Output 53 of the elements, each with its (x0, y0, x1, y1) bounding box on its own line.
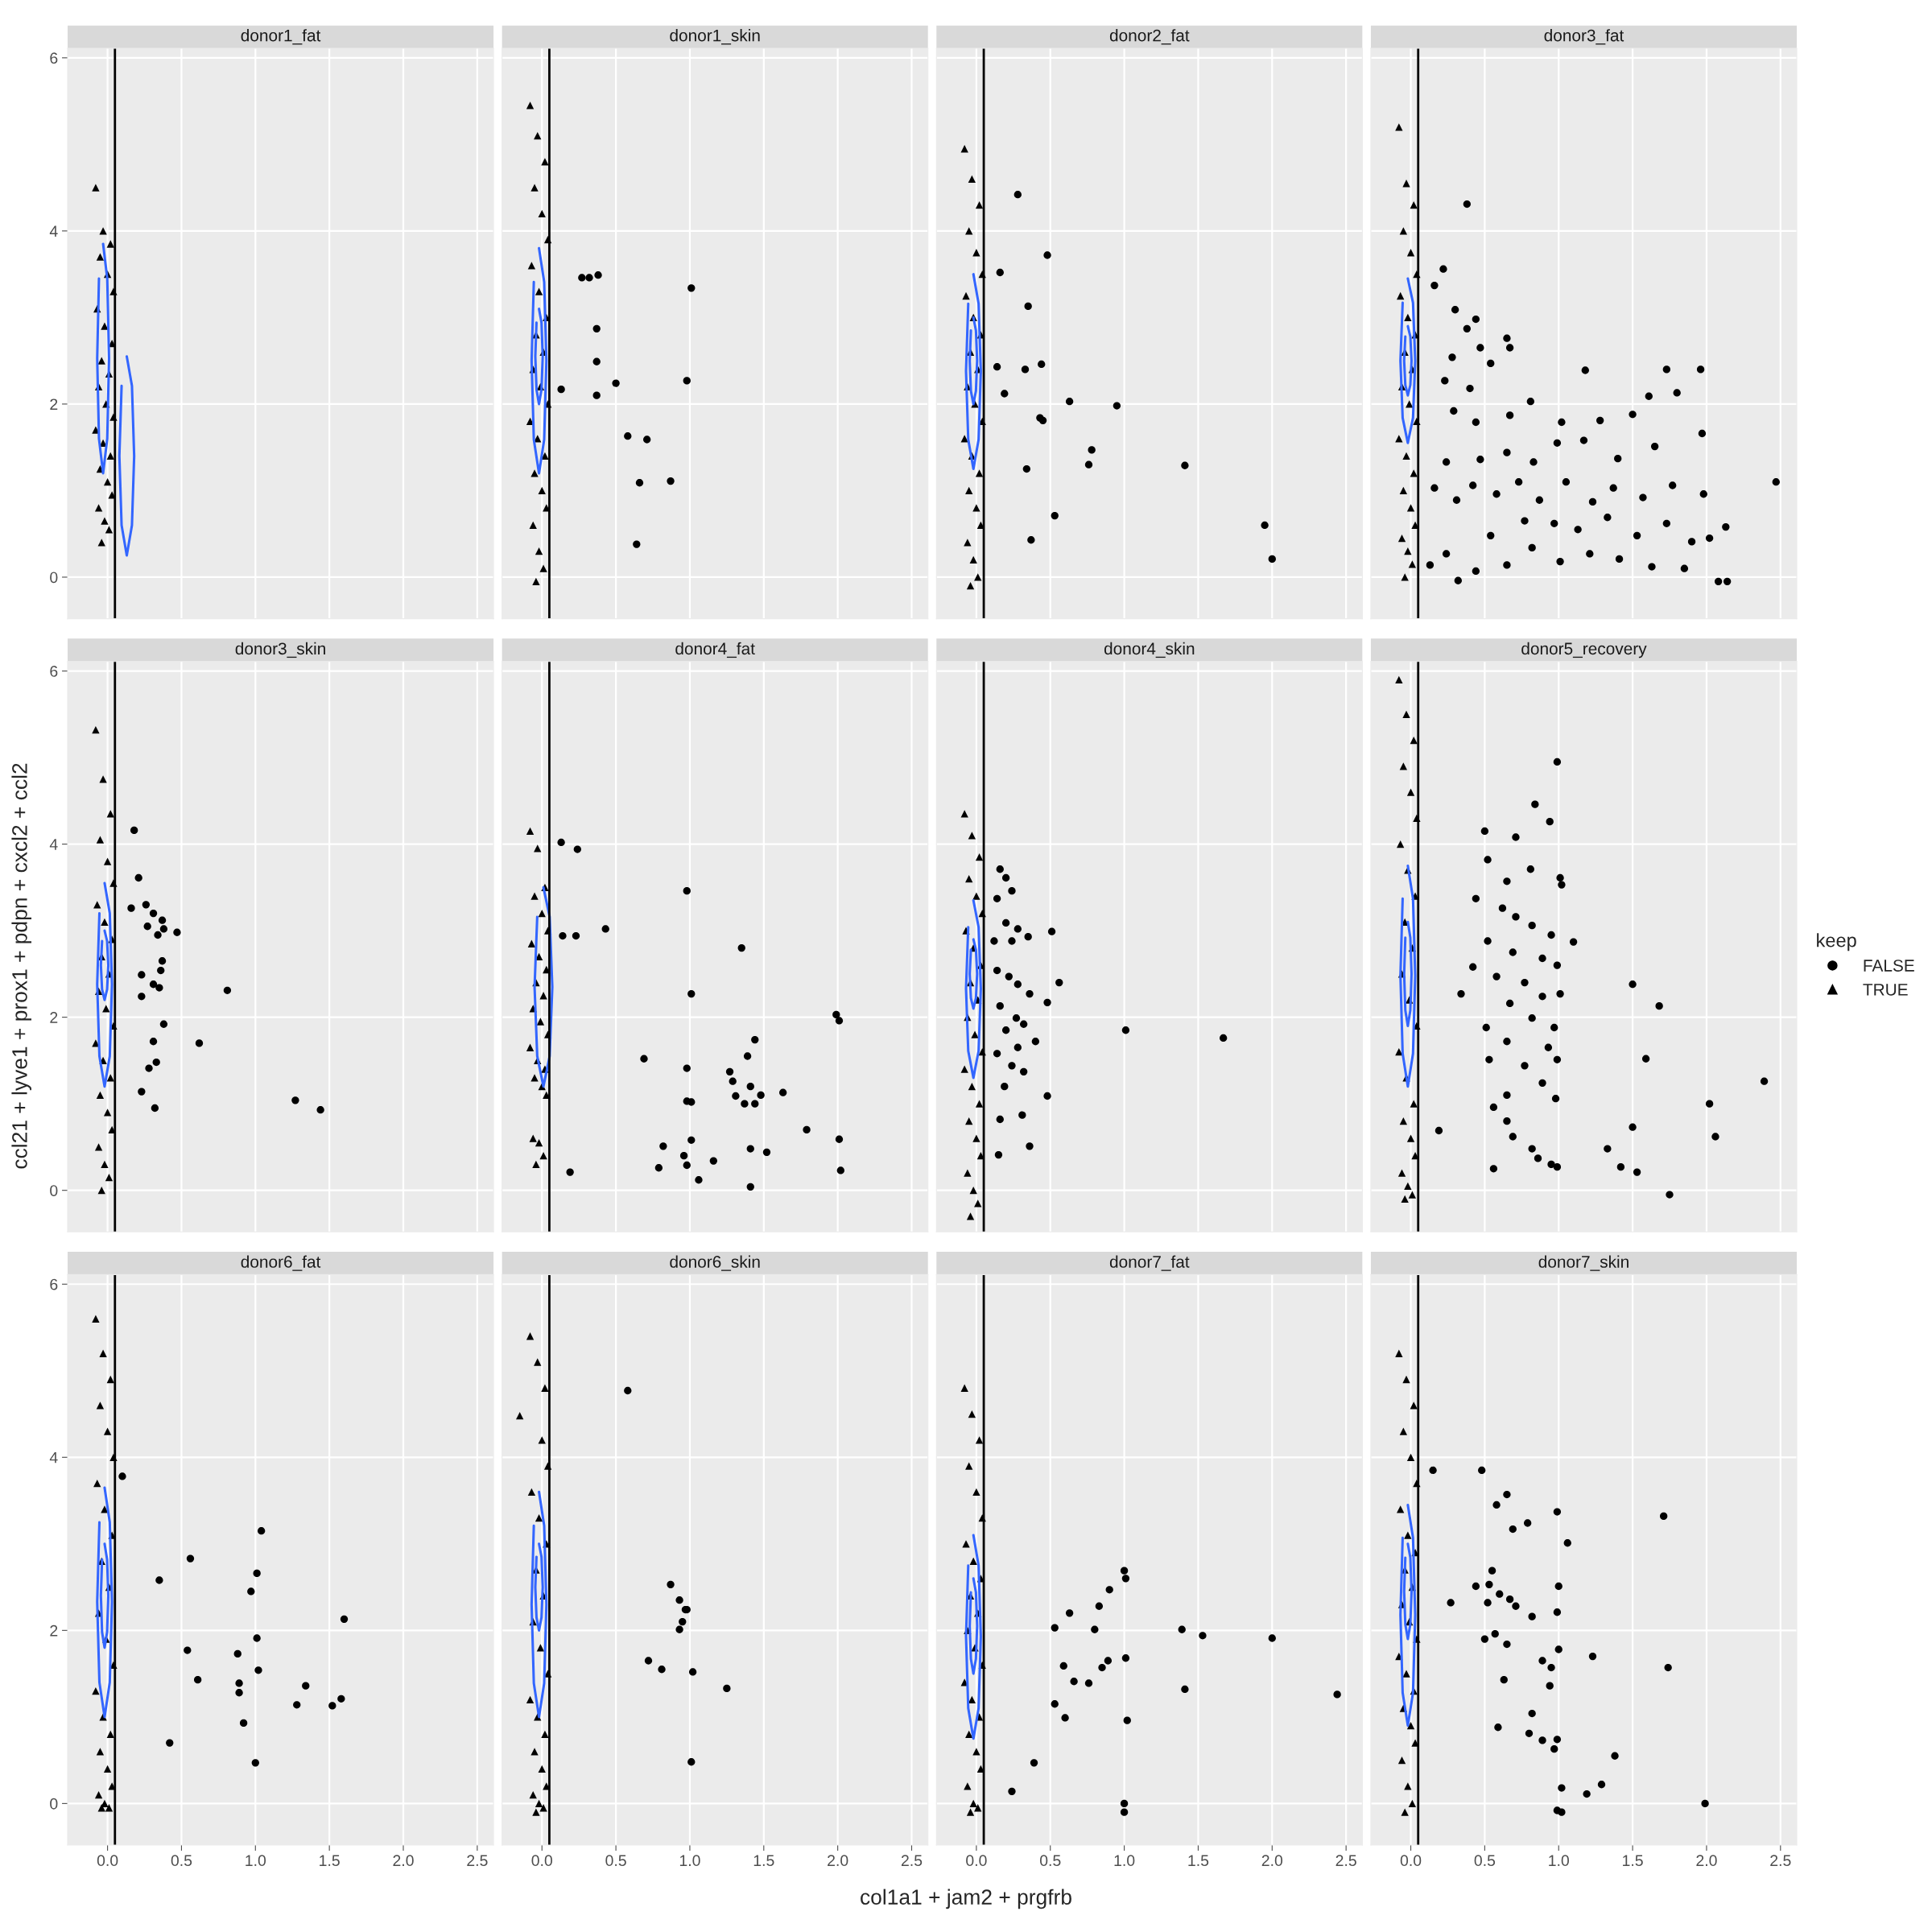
y-tick-label: 2 (50, 398, 58, 410)
x-tick-label: 2.5 (467, 1855, 488, 1867)
x-tick-label: 0.5 (605, 1855, 626, 1867)
x-axis-title: col1a1 + jam2 + prgfrb (861, 1889, 1071, 1909)
x-tick-label: 1.5 (320, 1855, 340, 1867)
x-tick-label: 1.5 (753, 1855, 774, 1867)
x-tick-label: 1.0 (1549, 1855, 1569, 1867)
legend-label: FALSE (1864, 960, 1914, 972)
x-tick-label: 1.0 (246, 1855, 266, 1867)
chart-title: donor4_skin (1104, 642, 1195, 658)
y-tick-label: 2 (50, 1624, 58, 1637)
chart-title: donor1_skin (670, 29, 760, 45)
y-axis-title: ccl21 + lyve1 + prox1 + pdpn + cxcl2 + ccl2 (11, 763, 31, 1169)
chart-title: donor2_fat (1109, 29, 1190, 45)
x-tick-label: 1.5 (1188, 1855, 1209, 1867)
x-tick-label: 0.5 (171, 1855, 192, 1867)
chart-title: donor5_recovery (1521, 642, 1647, 658)
y-tick-label: 4 (49, 839, 58, 850)
y-tick-label: 6 (50, 1278, 58, 1290)
x-tick-label: 0.5 (1474, 1855, 1496, 1867)
x-tick-label: 2.0 (828, 1855, 848, 1867)
x-tick-label: 0.0 (966, 1855, 987, 1867)
chart-title: donor4_fat (675, 642, 755, 658)
y-tick-label: 2 (50, 1012, 58, 1023)
x-tick-label: 0.0 (1400, 1855, 1422, 1867)
x-tick-label: 0.0 (531, 1855, 552, 1867)
x-tick-label: 2.0 (1261, 1855, 1283, 1867)
x-tick-label: 2.0 (1696, 1855, 1717, 1867)
x-tick-label: 2.5 (1335, 1855, 1356, 1867)
x-tick-label: 1.5 (1623, 1855, 1643, 1867)
y-tick-label: 4 (49, 1451, 58, 1463)
chart-title: donor6_fat (241, 1255, 321, 1271)
chart-title: donor7_skin (1538, 1255, 1629, 1271)
y-tick-label: 6 (50, 666, 58, 677)
y-tick-label: 0 (50, 1798, 58, 1810)
chart-title: donor3_skin (235, 642, 325, 658)
x-tick-label: 1.0 (679, 1855, 700, 1867)
legend-label: TRUE (1863, 984, 1908, 996)
y-tick-label: 4 (49, 225, 58, 237)
x-tick-label: 2.5 (1770, 1855, 1791, 1867)
x-tick-label: 0.5 (1039, 1855, 1061, 1867)
x-tick-label: 1.0 (1114, 1855, 1135, 1867)
x-tick-label: 2.5 (901, 1855, 923, 1867)
chart-title: donor3_fat (1544, 29, 1624, 45)
y-tick-label: 0 (50, 572, 58, 584)
x-tick-label: 0.0 (97, 1855, 118, 1867)
chart-title: donor6_skin (670, 1255, 760, 1271)
chart-title: donor1_fat (241, 29, 321, 45)
x-tick-label: 2.0 (393, 1855, 414, 1867)
y-tick-label: 0 (50, 1185, 58, 1196)
legend-title: keep (1817, 933, 1856, 952)
chart-title: donor7_fat (1109, 1255, 1190, 1271)
y-tick-label: 6 (50, 52, 58, 64)
